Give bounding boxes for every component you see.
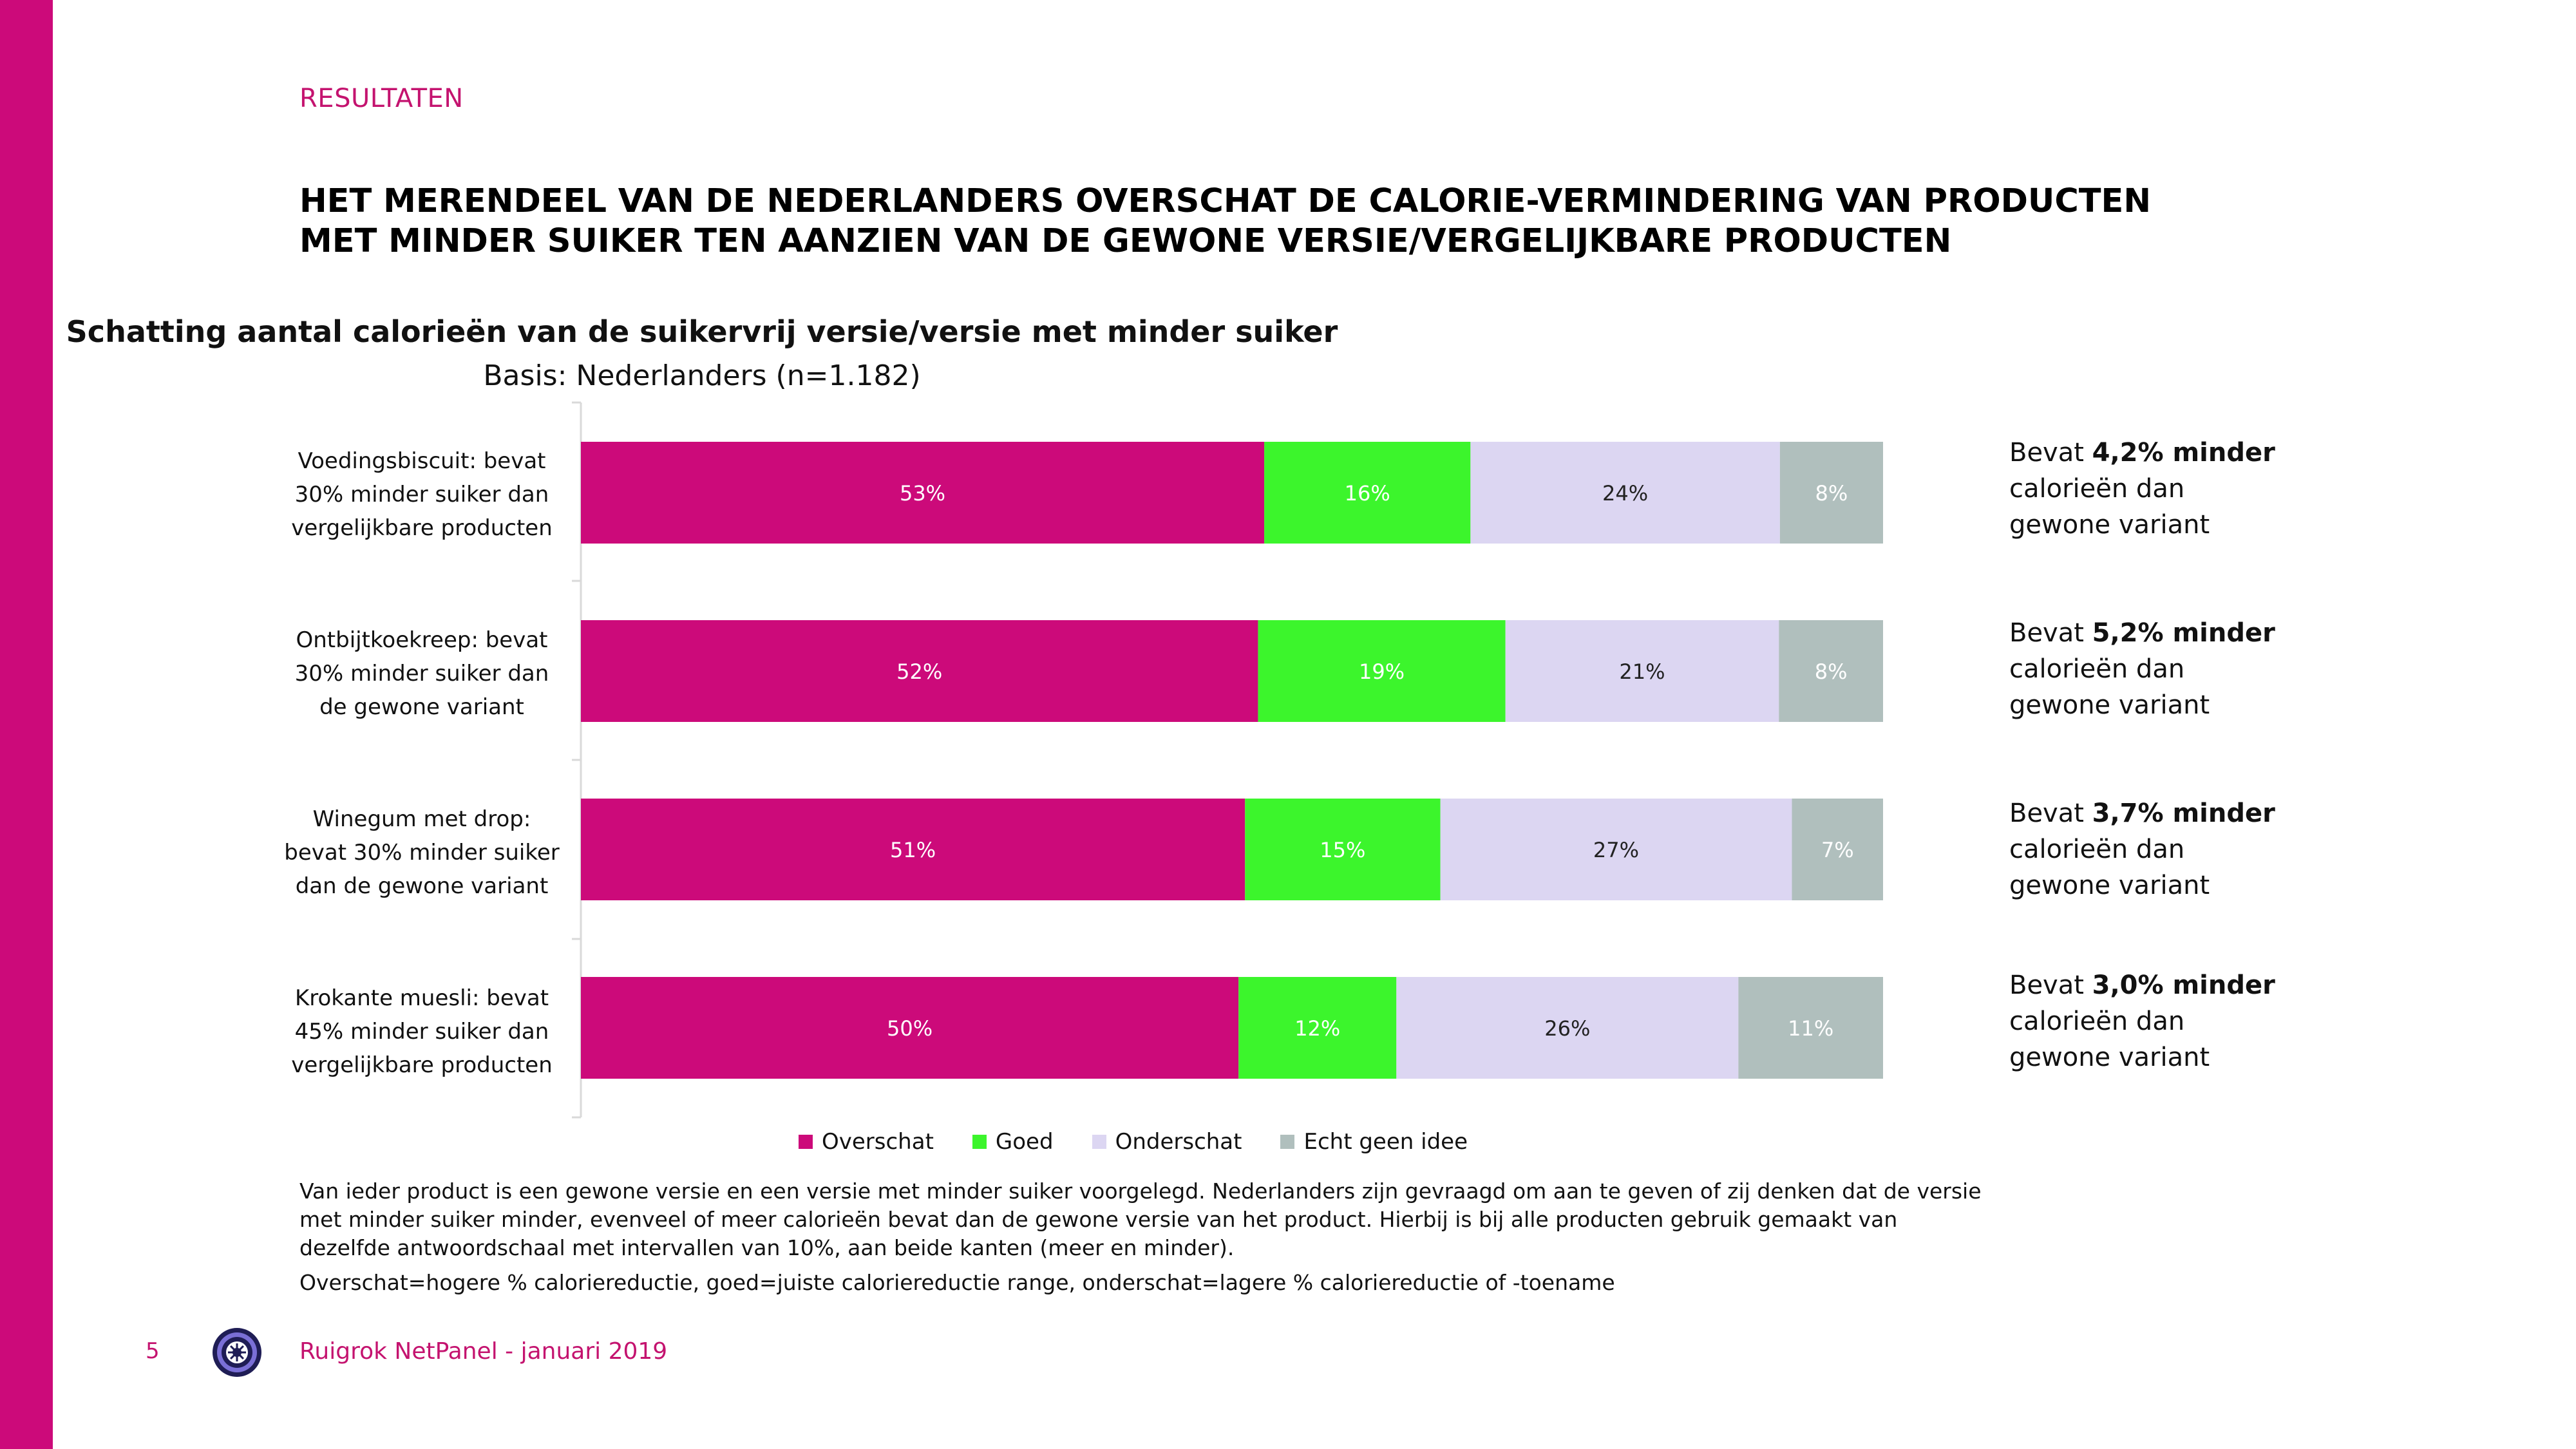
category-label-winegum: Winegum met drop: bevat 30% minder suike… [283, 802, 560, 903]
note-prefix: Bevat [2009, 971, 2092, 1000]
bar-segment-echt-geen-idee [1779, 620, 1883, 722]
category-label-krokante-muesli: Krokante muesli: bevat 45% minder suiker… [283, 981, 560, 1082]
legend-label: Echt geen idee [1303, 1129, 1468, 1155]
bar-segment-overschat [581, 977, 1239, 1079]
bar-segment-echt-geen-idee [1738, 977, 1883, 1079]
note-prefix: Bevat [2009, 618, 2092, 648]
category-label-line: 30% minder suiker dan [294, 661, 549, 687]
legend-label: Onderschat [1115, 1129, 1242, 1155]
bar-segment-onderschat [1470, 442, 1780, 544]
data-label: 8% [1815, 659, 1848, 684]
definition-footnote: Overschat=hogere % caloriereductie, goed… [299, 1270, 1615, 1295]
legend-swatch [972, 1135, 987, 1149]
category-label-line: 30% minder suiker dan [294, 482, 549, 507]
data-label: 51% [890, 838, 936, 862]
legend-swatch [799, 1135, 813, 1149]
bar-segment-goed [1238, 977, 1397, 1079]
category-label-line: vergelijkbare producten [291, 1052, 553, 1078]
page-title: HET MERENDEEL VAN DE NEDERLANDERS OVERSC… [299, 182, 2151, 261]
chart-legend: Overschat Goed Onderschat Echt geen idee [799, 1126, 1506, 1158]
chart-subtitle: Basis: Nederlanders (n=1.182) [483, 359, 921, 392]
category-label-line: 45% minder suiker dan [294, 1019, 549, 1045]
category-label-line: Ontbijtkoekreep: bevat [296, 627, 548, 653]
legend-label: Goed [995, 1129, 1054, 1155]
page-title-line-2: MET MINDER SUIKER TEN AANZIEN VAN DE GEW… [299, 222, 1952, 260]
legend-item-echt-geen-idee: Echt geen idee [1280, 1129, 1468, 1155]
page-number: 5 [146, 1338, 160, 1364]
note-bold: 3,7% minder [2092, 799, 2275, 828]
note-line: calorieën dan [2009, 654, 2185, 684]
data-label: 52% [896, 659, 942, 684]
note-bold: 5,2% minder [2092, 618, 2275, 648]
chart-title: Schatting aantal calorieën van de suiker… [66, 314, 1338, 349]
category-label-ontbijtkoekreep: Ontbijtkoekreep: bevat 30% minder suiker… [283, 623, 560, 724]
data-label: 8% [1815, 481, 1848, 506]
calorie-note-3: Bevat 3,7% minder calorieën dan gewone v… [2009, 795, 2275, 904]
category-label-line: vergelijkbare producten [291, 515, 553, 541]
legend-swatch [1280, 1135, 1295, 1149]
category-label-voedingsbiscuit: Voedingsbiscuit: bevat 30% minder suiker… [283, 444, 560, 545]
note-line: gewone variant [2009, 510, 2210, 540]
data-label: 26% [1544, 1016, 1590, 1041]
note-prefix: Bevat [2009, 438, 2092, 468]
footer-source: Ruigrok NetPanel - januari 2019 [299, 1338, 668, 1365]
bar-segment-echt-geen-idee [1779, 442, 1883, 544]
bar-segment-onderschat [1505, 620, 1779, 722]
data-label: 50% [887, 1016, 933, 1041]
category-label-line: bevat 30% minder suiker [284, 840, 560, 866]
note-prefix: Bevat [2009, 799, 2092, 828]
ruigrok-logo-icon [213, 1328, 261, 1377]
category-label-line: de gewone variant [319, 694, 524, 720]
data-label: 24% [1602, 481, 1648, 506]
side-accent-bar [0, 0, 53, 1449]
calorie-note-4: Bevat 3,0% minder calorieën dan gewone v… [2009, 967, 2275, 1075]
bar-segment-onderschat [1440, 799, 1792, 900]
bar-segment-goed [1264, 442, 1471, 544]
category-label-line: Voedingsbiscuit: bevat [298, 448, 546, 474]
bar-segment-onderschat [1396, 977, 1739, 1079]
bar-segment-goed [1245, 799, 1441, 900]
note-line: calorieën dan [2009, 835, 2185, 864]
data-label: 7% [1821, 838, 1854, 862]
data-label: 27% [1593, 838, 1639, 862]
legend-label: Overschat [822, 1129, 934, 1155]
legend-item-overschat: Overschat [799, 1129, 934, 1155]
note-line: calorieën dan [2009, 1007, 2185, 1036]
note-line: calorieën dan [2009, 474, 2185, 504]
calorie-note-2: Bevat 5,2% minder calorieën dan gewone v… [2009, 615, 2275, 723]
bar-segment-overschat [581, 799, 1245, 900]
data-label: 19% [1359, 659, 1405, 684]
note-bold: 3,0% minder [2092, 971, 2275, 1000]
legend-item-goed: Goed [972, 1129, 1054, 1155]
bar-segment-echt-geen-idee [1792, 799, 1883, 900]
data-label: 12% [1294, 1016, 1340, 1041]
bar-segment-overschat [581, 442, 1265, 544]
note-line: gewone variant [2009, 871, 2210, 900]
note-bold: 4,2% minder [2092, 438, 2275, 468]
bar-segment-overschat [581, 620, 1258, 722]
data-label: 53% [900, 481, 945, 506]
methodology-footnote: Van ieder product is een gewone versie e… [299, 1179, 1982, 1260]
data-label: 16% [1345, 481, 1390, 506]
category-label-line: Krokante muesli: bevat [294, 985, 549, 1011]
data-label: 21% [1619, 659, 1665, 684]
data-label: 11% [1788, 1016, 1833, 1041]
page-title-line-1: HET MERENDEEL VAN DE NEDERLANDERS OVERSC… [299, 182, 2152, 220]
legend-item-onderschat: Onderschat [1092, 1129, 1242, 1155]
section-label: RESULTATEN [299, 84, 464, 113]
category-label-line: dan de gewone variant [295, 873, 549, 899]
bar-segment-goed [1258, 620, 1506, 722]
note-line: gewone variant [2009, 1043, 2210, 1072]
calorie-note-1: Bevat 4,2% minder calorieën dan gewone v… [2009, 435, 2275, 543]
data-label: 15% [1320, 838, 1365, 862]
note-line: gewone variant [2009, 690, 2210, 720]
legend-swatch [1092, 1135, 1106, 1149]
category-label-line: Winegum met drop: [312, 806, 531, 832]
